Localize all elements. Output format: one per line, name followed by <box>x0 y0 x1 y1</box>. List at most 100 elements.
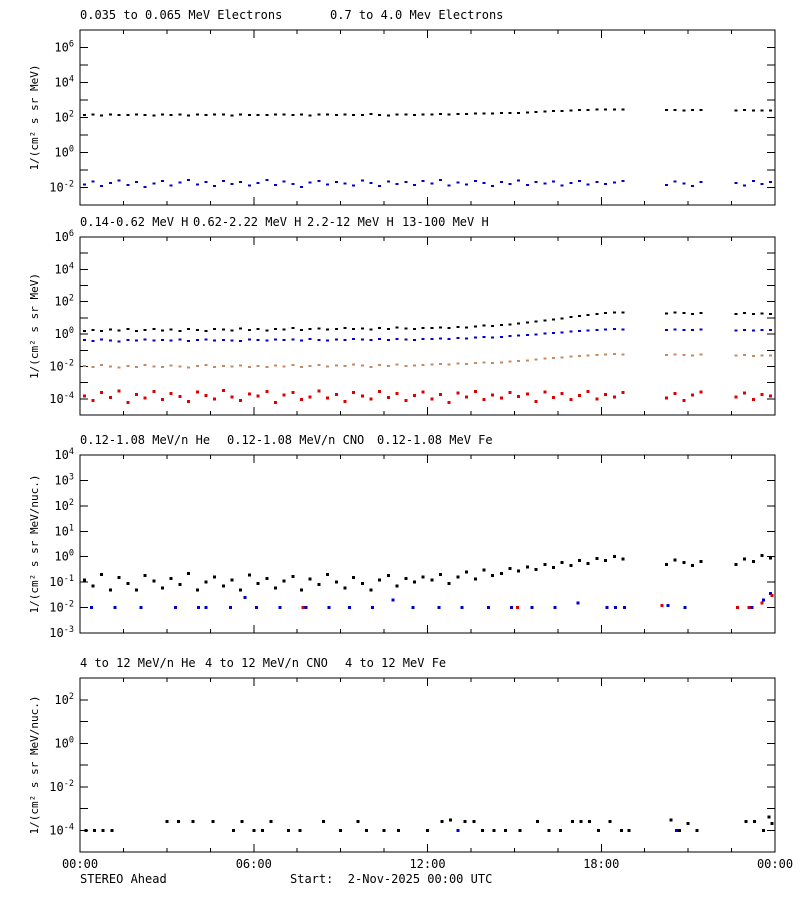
data-point <box>239 181 243 184</box>
data-point <box>169 184 173 187</box>
data-point <box>386 180 390 183</box>
data-point <box>569 398 573 402</box>
data-point <box>473 389 477 393</box>
data-point <box>552 332 555 335</box>
data-point <box>604 559 608 563</box>
data-point <box>221 389 225 393</box>
data-point <box>465 183 469 186</box>
data-point <box>530 606 534 610</box>
y-tick-label: 100 <box>54 145 74 160</box>
data-point <box>673 353 677 356</box>
data-point <box>352 390 356 394</box>
data-point <box>308 114 312 117</box>
data-point <box>230 395 234 399</box>
data-point <box>204 580 208 584</box>
data-point <box>343 113 347 116</box>
data-point <box>126 183 130 186</box>
data-point <box>360 114 364 117</box>
y-tick-label: 10-3 <box>49 625 74 640</box>
data-point <box>735 606 739 610</box>
y-tick-label: 10-2 <box>49 180 74 195</box>
data-point <box>232 828 235 832</box>
data-point <box>300 113 303 116</box>
data-point <box>734 182 738 184</box>
data-point <box>499 335 503 338</box>
start-time-label: Start: 2-Nov-2025 00:00 UTC <box>290 872 493 886</box>
data-point <box>465 395 469 399</box>
data-point <box>482 568 486 572</box>
data-point <box>195 183 199 186</box>
data-point <box>135 339 138 342</box>
data-point <box>195 365 199 368</box>
data-point <box>187 399 191 403</box>
data-point <box>213 327 217 330</box>
data-point <box>161 586 164 590</box>
data-point <box>178 113 182 116</box>
data-point <box>664 329 668 331</box>
data-point <box>552 396 555 399</box>
data-point <box>326 328 330 331</box>
panel-title: 0.12-1.08 MeV/n He <box>80 433 210 447</box>
data-point <box>287 828 290 832</box>
data-point <box>664 354 668 357</box>
data-point <box>177 820 180 824</box>
data-point <box>413 339 416 341</box>
data-point <box>165 820 169 824</box>
data-point <box>760 109 764 112</box>
data-point <box>456 575 460 579</box>
data-point <box>578 559 581 563</box>
data-point <box>391 598 395 602</box>
data-point <box>378 338 382 341</box>
data-point <box>682 182 686 185</box>
data-point <box>576 601 580 605</box>
data-point <box>560 560 564 564</box>
data-point <box>117 576 121 580</box>
data-point <box>499 571 503 575</box>
data-point <box>499 324 503 327</box>
data-point <box>586 390 590 394</box>
data-point <box>213 185 217 188</box>
data-point <box>517 395 521 398</box>
data-point <box>369 113 373 116</box>
data-point <box>282 579 286 583</box>
data-point <box>143 364 147 367</box>
data-point <box>334 338 338 341</box>
data-point <box>84 828 88 832</box>
data-point <box>230 578 234 582</box>
x-tick-label: 00:00 <box>62 857 98 871</box>
data-point <box>161 398 164 402</box>
data-point <box>761 828 765 832</box>
data-point <box>682 312 686 314</box>
data-point <box>195 339 199 342</box>
data-point <box>371 606 374 610</box>
data-point <box>278 606 282 610</box>
data-point <box>769 592 773 596</box>
data-point <box>430 397 434 401</box>
y-tick-label: 103 <box>54 472 74 487</box>
data-point <box>187 179 191 182</box>
data-point <box>395 326 399 329</box>
data-point <box>743 328 747 331</box>
panel-border <box>79 236 776 416</box>
data-point <box>586 314 590 317</box>
data-point <box>300 339 303 342</box>
data-point <box>139 606 143 610</box>
data-point <box>534 181 538 184</box>
data-point <box>482 361 486 364</box>
data-point <box>473 325 477 328</box>
data-point <box>578 179 581 182</box>
data-point <box>82 578 86 582</box>
data-point <box>291 574 295 578</box>
y-tick-label: 104 <box>54 75 74 90</box>
data-point <box>308 364 312 367</box>
data-point <box>682 398 686 402</box>
data-point <box>482 112 486 115</box>
data-point <box>499 180 503 183</box>
data-point <box>300 329 303 331</box>
x-tick-label: 06:00 <box>236 857 272 871</box>
data-point <box>213 397 217 401</box>
data-point <box>195 390 199 394</box>
data-point <box>421 113 425 116</box>
data-point <box>317 389 321 393</box>
data-point <box>456 828 460 832</box>
